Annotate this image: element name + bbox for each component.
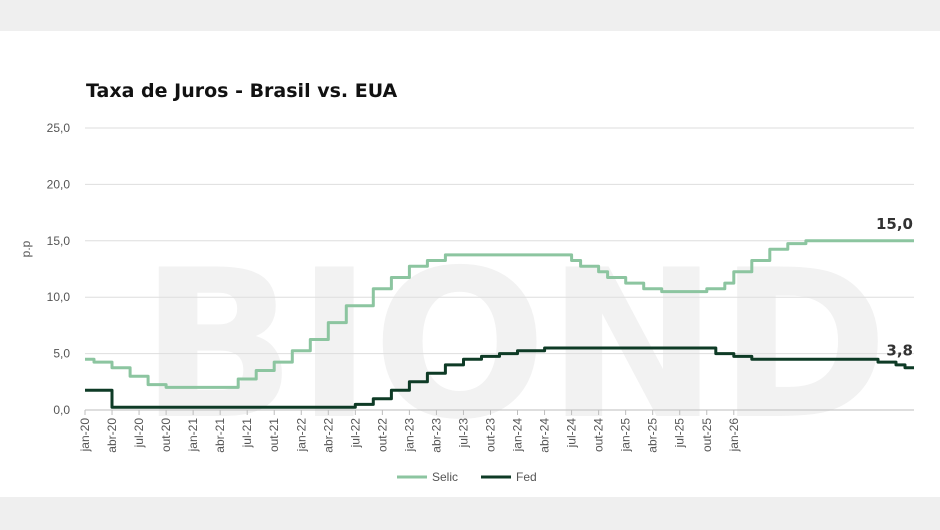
x-tick-label: abr-20 [105,418,119,453]
y-tick-label: 0,0 [53,403,70,417]
x-tick-label: jan-21 [186,418,200,453]
y-axis-label: p.p [19,240,33,257]
x-tick-label: jul-24 [565,418,579,449]
y-tick-label: 25,0 [47,121,71,135]
line-chart: BIOND 0,0 5,0 10,0 15,0 20,0 25,0 p.p jan-20 abr… [19,121,914,484]
x-tick-label: jul-22 [348,418,362,449]
y-tick-label: 5,0 [53,347,70,361]
chart-card: Taxa de Juros - Brasil vs. EUA BIOND 0,0… [0,31,940,497]
x-tick-label: jan-22 [294,418,308,453]
end-label-selic: 15,0 [876,215,913,233]
x-tick-label: abr-21 [213,418,227,453]
x-tick-label: abr-25 [646,418,660,453]
x-tick-label: jul-20 [132,418,146,449]
x-tick-label: out-21 [267,418,281,452]
series-line-selic [85,239,914,389]
x-tick-label: abr-22 [321,418,335,453]
x-tick-label: out-22 [375,418,389,452]
x-tick-label: jan-24 [511,418,525,453]
x-tick-label: out-25 [700,418,714,452]
legend-label-selic: Selic [432,470,458,484]
x-tick-label: jan-25 [619,418,633,453]
chart-title: Taxa de Juros - Brasil vs. EUA [86,80,398,102]
x-tick-label: out-20 [159,418,173,452]
x-tick-label: abr-23 [429,418,443,453]
y-tick-label: 20,0 [47,177,71,191]
end-label-fed: 3,8 [886,342,913,360]
x-tick-label: jan-26 [727,418,741,453]
x-tick-label: jul-21 [240,418,254,449]
series-line-fed [85,346,914,409]
x-tick-label: out-23 [483,418,497,452]
x-tick-label: abr-24 [538,418,552,453]
y-tick-label: 15,0 [47,234,71,248]
x-tick-label: jan-20 [78,418,92,453]
y-tick-label: 10,0 [47,290,71,304]
x-tick-label: jan-23 [402,418,416,453]
x-tick-label: jul-23 [456,418,470,449]
legend-label-fed: Fed [516,470,537,484]
x-tick-label: jul-25 [673,418,687,449]
watermark-text: BIOND [140,227,889,465]
x-tick-label: out-24 [592,418,606,452]
